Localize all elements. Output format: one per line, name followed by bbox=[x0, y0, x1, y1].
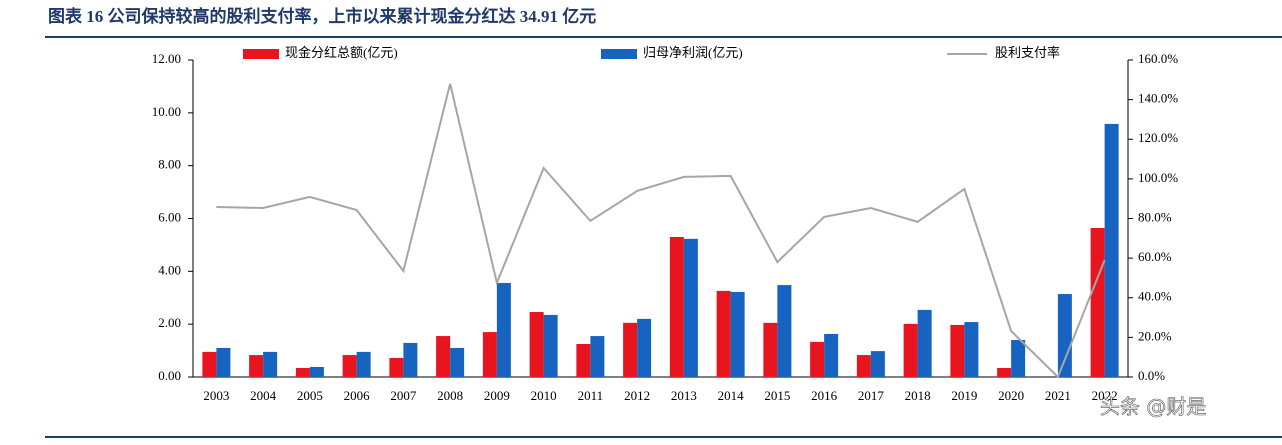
y-tick-label: 10.00 bbox=[152, 104, 181, 119]
bar bbox=[777, 285, 792, 377]
x-tick-label: 2016 bbox=[811, 388, 838, 403]
bar bbox=[824, 333, 839, 377]
bar bbox=[964, 322, 979, 377]
bar bbox=[482, 332, 497, 377]
bar bbox=[730, 291, 745, 377]
bar bbox=[870, 351, 885, 377]
bar bbox=[295, 368, 310, 377]
legend-swatch bbox=[601, 49, 637, 59]
bar bbox=[342, 355, 357, 377]
x-tick-label: 2021 bbox=[1045, 388, 1071, 403]
y2-tick-label: 80.0% bbox=[1138, 209, 1172, 224]
y2-tick-label: 120.0% bbox=[1138, 130, 1178, 145]
y-tick-label: 6.00 bbox=[158, 209, 181, 224]
y-tick-label: 2.00 bbox=[158, 315, 181, 330]
bar bbox=[309, 366, 324, 377]
payout-line bbox=[216, 83, 1106, 379]
x-tick-label: 2006 bbox=[344, 388, 371, 403]
y-tick-label: 8.00 bbox=[158, 157, 181, 172]
bar bbox=[810, 341, 825, 377]
legend-label: 现金分红总额(亿元) bbox=[285, 45, 398, 60]
bar bbox=[716, 290, 731, 377]
bar bbox=[529, 312, 544, 377]
x-tick-label: 2015 bbox=[764, 388, 790, 403]
bar bbox=[389, 357, 404, 377]
x-tick-label: 2003 bbox=[203, 388, 229, 403]
bar bbox=[403, 342, 418, 377]
bar bbox=[543, 314, 558, 377]
y2-tick-label: 40.0% bbox=[1138, 289, 1172, 304]
y-tick-label: 4.00 bbox=[158, 262, 181, 277]
y2-tick-label: 20.0% bbox=[1138, 328, 1172, 343]
x-tick-label: 2012 bbox=[624, 388, 650, 403]
x-tick-label: 2008 bbox=[437, 388, 463, 403]
bar bbox=[216, 347, 231, 377]
watermark: 头条 @财是 bbox=[1100, 395, 1206, 419]
bar bbox=[917, 309, 932, 377]
bar bbox=[637, 318, 652, 377]
x-tick-label: 2011 bbox=[578, 388, 604, 403]
x-tick-label: 2007 bbox=[390, 388, 417, 403]
legend-label: 归母净利润(亿元) bbox=[643, 45, 743, 60]
bar bbox=[856, 355, 871, 377]
bar bbox=[669, 236, 684, 377]
bar bbox=[1104, 123, 1119, 377]
bar bbox=[903, 323, 918, 377]
bar bbox=[249, 355, 264, 377]
legend-label: 股利支付率 bbox=[995, 45, 1060, 60]
y-tick-label: 0.00 bbox=[158, 368, 181, 383]
x-tick-label: 2013 bbox=[671, 388, 697, 403]
bar bbox=[1057, 294, 1072, 377]
bar bbox=[1090, 228, 1105, 377]
x-tick-label: 2009 bbox=[484, 388, 510, 403]
x-tick-label: 2018 bbox=[905, 388, 931, 403]
bar bbox=[496, 282, 511, 377]
bar bbox=[623, 322, 638, 377]
x-tick-label: 2010 bbox=[531, 388, 557, 403]
bar bbox=[263, 351, 278, 377]
y2-tick-label: 140.0% bbox=[1138, 91, 1178, 106]
bar bbox=[436, 336, 451, 377]
bar bbox=[763, 322, 778, 377]
y2-tick-label: 60.0% bbox=[1138, 249, 1172, 264]
bar bbox=[997, 368, 1012, 377]
x-tick-label: 2004 bbox=[250, 388, 277, 403]
chart-title: 图表 16 公司保持较高的股利支付率，上市以来累计现金分红达 34.91 亿元 bbox=[48, 6, 596, 26]
bar bbox=[576, 343, 591, 377]
x-tick-label: 2014 bbox=[718, 388, 745, 403]
y2-tick-label: 160.0% bbox=[1138, 51, 1178, 66]
bar bbox=[683, 238, 698, 377]
x-tick-label: 2005 bbox=[297, 388, 323, 403]
x-tick-label: 2022 bbox=[1092, 388, 1118, 403]
bar bbox=[450, 347, 465, 377]
y2-tick-label: 0.0% bbox=[1138, 368, 1165, 383]
legend-swatch bbox=[243, 49, 279, 59]
x-tick-label: 2019 bbox=[951, 388, 977, 403]
y-tick-label: 12.00 bbox=[152, 51, 181, 66]
x-tick-label: 2017 bbox=[858, 388, 885, 403]
bar bbox=[590, 336, 605, 377]
bar bbox=[356, 351, 371, 377]
bar bbox=[950, 324, 965, 377]
x-tick-label: 2020 bbox=[998, 388, 1024, 403]
bar bbox=[202, 351, 217, 377]
y2-tick-label: 100.0% bbox=[1138, 170, 1178, 185]
bar bbox=[1011, 340, 1026, 377]
